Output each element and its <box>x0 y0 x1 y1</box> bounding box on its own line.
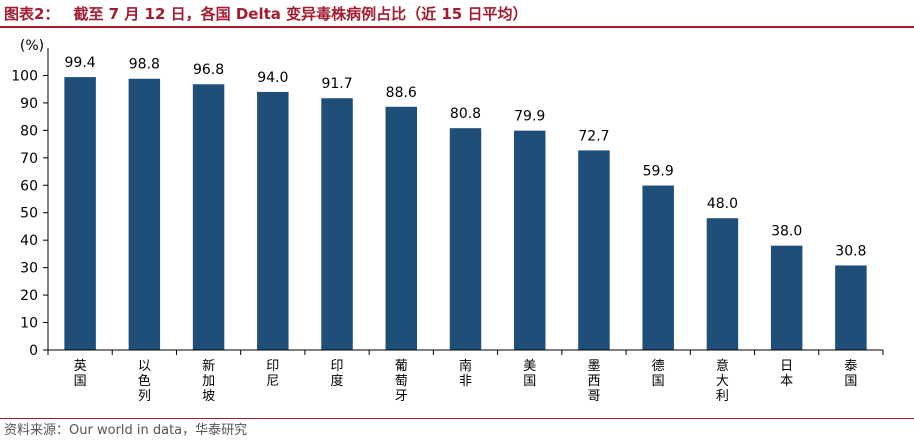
bar-value-label: 99.4 <box>65 55 96 71</box>
x-axis: 英国 以色列 新加坡 印尼 印度 葡萄牙 南非 美国 墨西哥 德国 意大利 日本 泰国 <box>47 349 884 404</box>
y-tick-label: 50 <box>20 206 38 222</box>
category-label: 意大利 <box>716 358 729 404</box>
bar <box>64 77 96 351</box>
bar <box>770 245 803 350</box>
bar-value-label: 96.8 <box>193 62 224 78</box>
bar <box>835 265 867 350</box>
bar-value-label: 88.6 <box>386 85 417 101</box>
category-label: 以色列 <box>138 359 151 404</box>
category-label: 美国 <box>523 359 536 389</box>
y-axis: 0 10 20 30 40 50 60 70 80 90 100 <box>11 48 49 359</box>
y-tick-label: 20 <box>20 288 38 304</box>
y-tick-label: 30 <box>20 261 38 277</box>
y-tick-label: 60 <box>20 178 38 194</box>
bar-value-label: 79.9 <box>514 109 545 125</box>
category-label: 日本 <box>780 359 793 389</box>
bar <box>128 78 161 351</box>
figure-header: 图表2： 截至 7 月 12 日，各国 Delta 变异毒株病例占比（近 15 … <box>0 0 914 28</box>
category-label: 南非 <box>459 358 472 389</box>
y-tick-label: 100 <box>11 68 38 84</box>
bar <box>513 130 546 350</box>
category-label: 墨西哥 <box>587 359 600 404</box>
bar-value-label: 38.0 <box>771 224 802 240</box>
bar-value-label: 98.8 <box>129 57 160 73</box>
category-label: 葡萄牙 <box>395 359 408 404</box>
bar <box>578 150 610 350</box>
y-tick-label: 70 <box>20 151 38 167</box>
bar <box>257 91 289 350</box>
source-note: 资料来源：Our world in data，华泰研究 <box>0 418 914 444</box>
bar-value-label: 80.8 <box>450 106 481 122</box>
category-label: 印尼 <box>266 359 279 389</box>
value-labels: 99.4 98.8 96.8 94.0 91.7 88.6 80.8 79.9 72.7 59.9… <box>65 55 867 259</box>
category-label: 德国 <box>652 359 665 389</box>
bar-series <box>64 77 867 351</box>
bar-value-label: 94.0 <box>257 70 288 86</box>
bar <box>192 84 225 351</box>
figure-label: 图表2： <box>4 4 60 23</box>
y-tick-label: 0 <box>29 343 38 359</box>
bar-value-label: 59.9 <box>643 164 674 180</box>
bar-value-label: 30.8 <box>835 243 866 259</box>
category-label: 英国 <box>74 359 87 389</box>
bar-value-label: 48.0 <box>707 196 738 212</box>
bar <box>706 218 739 350</box>
y-tick-label: 40 <box>20 233 38 249</box>
bar <box>321 98 353 350</box>
bar-value-label: 91.7 <box>321 76 352 92</box>
bar <box>449 128 482 350</box>
bar-value-label: 72.7 <box>578 128 609 144</box>
category-label: 泰国 <box>844 359 857 389</box>
bar <box>642 185 674 350</box>
y-tick-label: 80 <box>20 123 38 139</box>
bar <box>385 106 418 351</box>
category-label: 印度 <box>331 359 344 389</box>
chart-title: 截至 7 月 12 日，各国 Delta 变异毒株病例占比（近 15 日平均） <box>73 4 528 23</box>
y-axis-unit-label: (%) <box>20 38 44 54</box>
y-tick-label: 10 <box>20 316 38 332</box>
y-tick-label: 90 <box>20 96 38 112</box>
category-label: 新加坡 <box>202 358 215 404</box>
